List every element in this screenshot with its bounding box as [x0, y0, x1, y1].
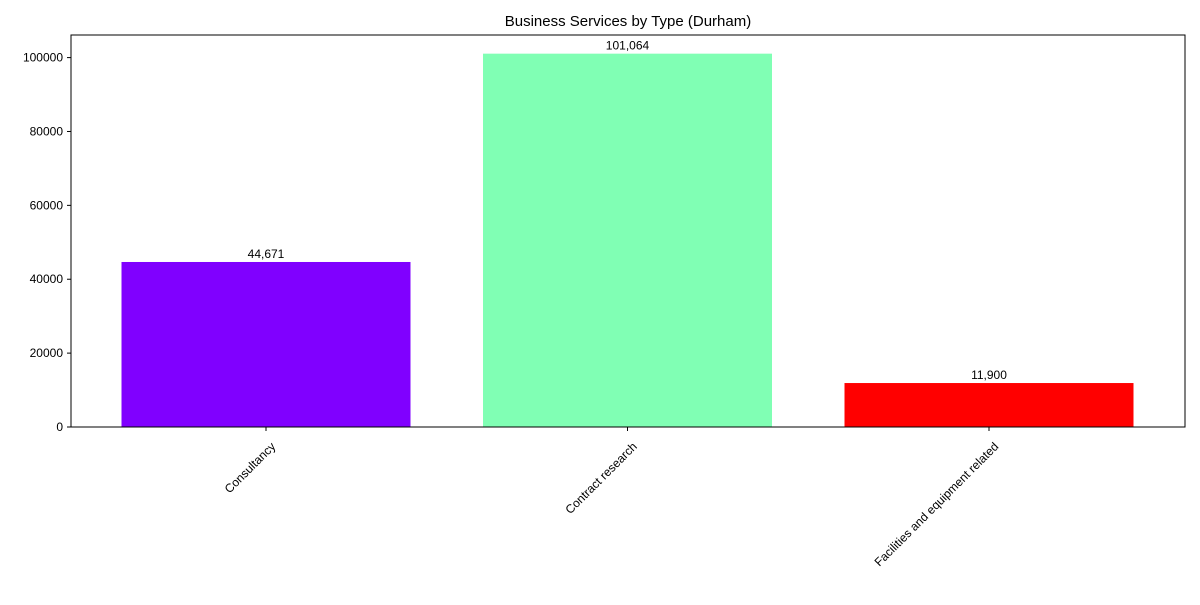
y-tick-label: 0: [56, 420, 63, 434]
bar-value-label: 44,671: [248, 247, 285, 261]
y-tick-label: 80000: [30, 124, 64, 138]
plot-frame: [70, 34, 1186, 428]
bar-value-label: 11,900: [971, 368, 1007, 382]
x-tick-label: Consultancy: [222, 439, 279, 496]
bar-facilities-and-equipment-related: [844, 383, 1134, 427]
chart-title: Business Services by Type (Durham): [505, 13, 751, 30]
axes-layer: [67, 34, 1186, 431]
x-tick-label: Facilities and equipment related: [872, 439, 1002, 569]
y-tick-label: 100000: [23, 51, 63, 65]
bars-layer: [121, 53, 1134, 428]
bar-value-label: 101,064: [606, 39, 650, 53]
y-tick-label: 20000: [30, 346, 64, 360]
y-tick-label: 60000: [30, 198, 64, 212]
x-tick-label: Contract research: [563, 439, 640, 516]
bar-consultancy: [121, 261, 411, 427]
y-tick-label: 40000: [30, 272, 64, 286]
bar-contract-research: [483, 53, 772, 428]
